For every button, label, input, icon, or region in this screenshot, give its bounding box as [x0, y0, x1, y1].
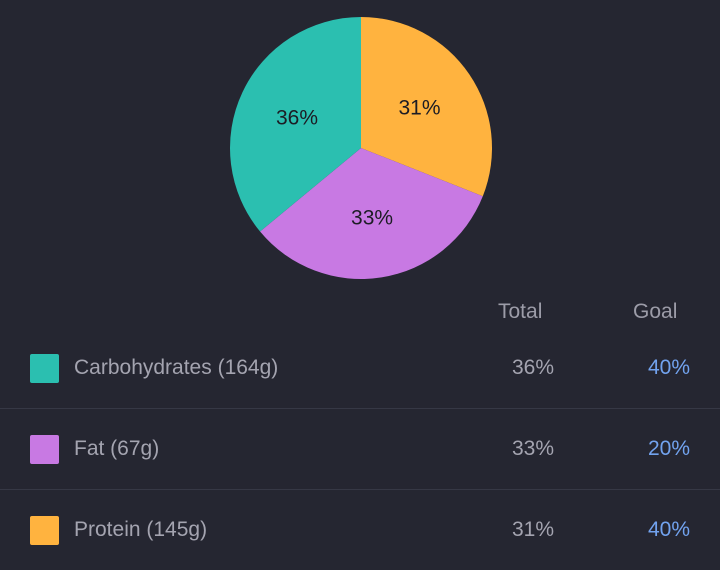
macro-row-carbohydrates[interactable]: Carbohydrates (164g) 36% 40% — [0, 328, 720, 408]
pie-slice-carbohydrates — [229, 17, 361, 232]
macro-pie-chart: 31% 33% 36% — [229, 16, 493, 280]
protein-color-swatch — [30, 516, 59, 545]
macro-total: 33% — [511, 437, 554, 460]
pie-chart-svg: 31% 33% 36% — [229, 17, 492, 280]
pie-slice-label-carbohydrates: 36% — [276, 106, 318, 129]
macro-row-fat[interactable]: Fat (67g) 33% 20% — [0, 409, 720, 489]
total-column-header: Total — [498, 300, 543, 323]
macro-goal: 40% — [647, 356, 690, 379]
row-divider — [0, 489, 720, 490]
carbohydrates-color-swatch — [30, 354, 59, 383]
macro-total: 36% — [511, 356, 554, 379]
pie-slice-protein — [361, 17, 492, 197]
macro-label: Fat (67g) — [74, 437, 160, 460]
macro-goal: 20% — [647, 437, 690, 460]
pie-slice-fat — [260, 148, 483, 280]
pie-slice-label-protein: 31% — [398, 97, 440, 120]
goal-column-header: Goal — [633, 300, 678, 323]
macro-row-protein[interactable]: Protein (145g) 31% 40% — [0, 490, 720, 570]
fat-color-swatch — [30, 435, 59, 464]
macro-label: Carbohydrates (164g) — [74, 356, 279, 379]
macro-goal: 40% — [647, 518, 690, 541]
row-divider — [0, 408, 720, 409]
pie-slice-label-fat: 33% — [351, 206, 393, 229]
macro-total: 31% — [511, 518, 554, 541]
macro-label: Protein (145g) — [74, 518, 208, 541]
